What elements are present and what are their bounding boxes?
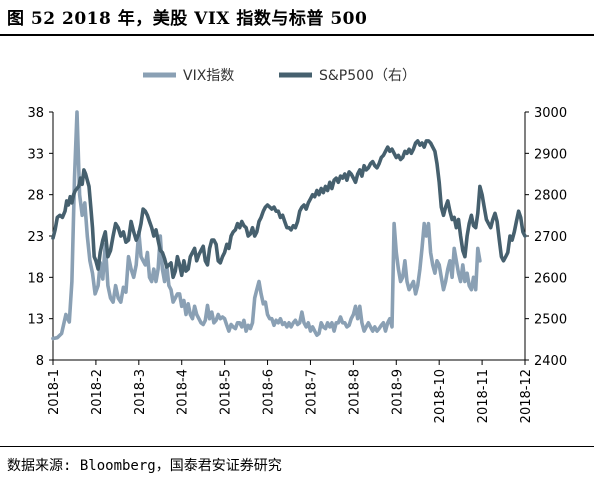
source-rule xyxy=(0,446,594,447)
x-tick-label: 2018-7 xyxy=(304,369,319,415)
left-tick-label: 13 xyxy=(27,313,44,328)
left-tick-label: 23 xyxy=(27,230,44,245)
x-tick-label: 2018-6 xyxy=(262,369,277,415)
x-tick-label: 2018-12 xyxy=(519,369,534,423)
x-tick-label: 2018-11 xyxy=(476,369,491,423)
vix-sp500-chart: VIX指数 S&P500（右） 38 33 28 23 18 13 8 3000 2900 28… xyxy=(27,68,567,423)
x-tick-label: 2018-8 xyxy=(347,369,362,415)
figure-title: 图 52 2018 年，美股 VIX 指数与标普 500 xyxy=(7,9,368,29)
x-tick-label: 2018-2 xyxy=(90,369,105,415)
legend-label-sp500: S&P500（右） xyxy=(319,68,416,84)
right-tick-label: 2400 xyxy=(534,354,567,369)
left-tick-label: 18 xyxy=(27,271,44,286)
x-tick-label: 2018-5 xyxy=(219,369,234,415)
right-tick-label: 2800 xyxy=(534,189,567,204)
series-lines xyxy=(51,110,527,341)
right-tick-label: 3000 xyxy=(534,106,567,121)
x-tick-label: 2018-4 xyxy=(176,369,191,415)
right-tick-label: 2900 xyxy=(534,147,567,162)
x-tick-label: 2018-1 xyxy=(47,369,62,415)
right-tick-label: 2600 xyxy=(534,271,567,286)
sp500-series-line xyxy=(51,139,527,280)
right-tick-label: 2500 xyxy=(534,313,567,328)
x-tick-label: 2018-3 xyxy=(133,369,148,415)
left-tick-label: 28 xyxy=(27,189,44,204)
source-note: 数据来源: Bloomberg，国泰君安证券研究 xyxy=(7,458,282,474)
legend: VIX指数 S&P500（右） xyxy=(143,68,416,84)
legend-label-vix: VIX指数 xyxy=(183,68,234,84)
left-tick-label: 8 xyxy=(36,354,44,369)
title-rule xyxy=(0,34,594,36)
right-tick-labels: 3000 2900 2800 2700 2600 2500 2400 xyxy=(525,106,567,369)
vix-series-line xyxy=(51,110,482,341)
left-tick-labels: 38 33 28 23 18 13 8 xyxy=(27,106,53,369)
x-tick-labels: 2018-1 2018-2 2018-3 2018-4 2018-5 2018-6 2018… xyxy=(47,360,534,423)
x-tick-label: 2018-10 xyxy=(433,369,448,423)
x-tick-label: 2018-9 xyxy=(390,369,405,415)
left-tick-label: 33 xyxy=(27,147,44,162)
right-tick-label: 2700 xyxy=(534,230,567,245)
left-tick-label: 38 xyxy=(27,106,44,121)
